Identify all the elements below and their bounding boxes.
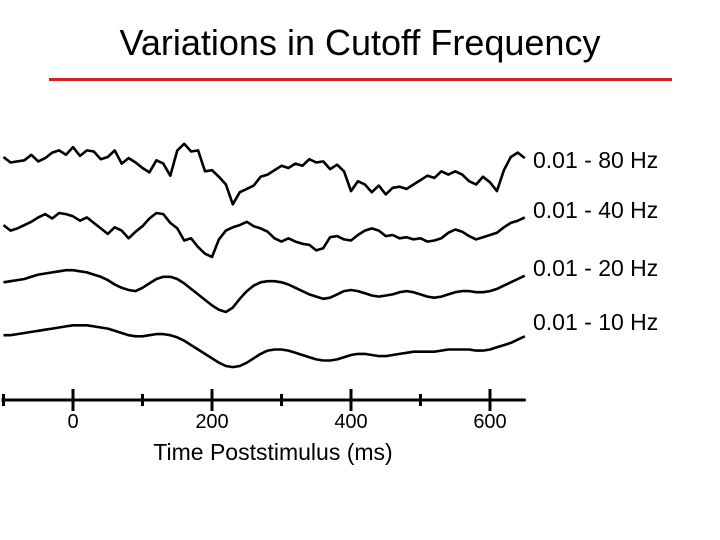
x-tick-label: 400 [334,411,367,433]
series-line [3,324,526,369]
title-divider [49,78,672,81]
series-label: 0.01 - 10 Hz [533,309,658,335]
trace-labels: 0.01 - 80 Hz 0.01 - 40 Hz 0.01 - 20 Hz 0.01… [533,147,658,335]
series-line [2,142,526,206]
x-axis: 0 200 400 600 [1,389,526,433]
series-label: 0.01 - 40 Hz [533,197,658,223]
x-tick-label: 600 [473,411,506,433]
trace-group [2,142,526,369]
series-label: 0.01 - 80 Hz [533,147,658,173]
series-label: 0.01 - 20 Hz [533,255,658,281]
x-axis-label: Time Poststimulus (ms) [153,439,392,465]
series-line [3,268,526,314]
series-line [2,211,526,259]
x-tick-label: 200 [195,411,228,433]
x-tick-label: 0 [67,411,78,433]
slide-title: Variations in Cutoff Frequency [119,22,601,63]
